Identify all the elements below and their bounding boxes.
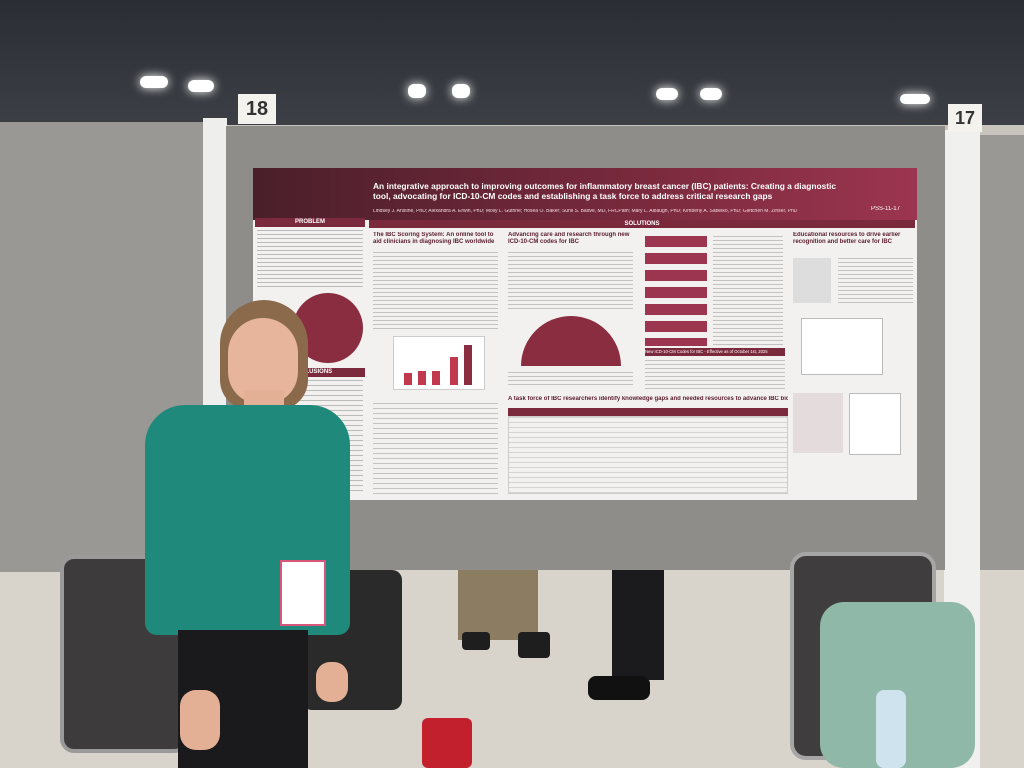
section-heading: PROBLEM [255, 218, 365, 227]
section-heading: New ICD-10-CM Codes for IBC - Effective … [645, 348, 785, 356]
person-legs [612, 570, 664, 680]
poster-authors: Lindsey J. Anstine, PhD; Alexandra A. Er… [373, 209, 798, 214]
section-heading: Educational resources to drive earlier r… [793, 232, 901, 245]
hand [316, 662, 348, 702]
light [656, 88, 678, 100]
thumbnail [801, 318, 883, 375]
light [140, 76, 168, 88]
poster: An integrative approach to improving out… [253, 168, 917, 500]
hand [180, 690, 220, 750]
text-block [508, 252, 633, 312]
thumbnail [793, 258, 831, 303]
table-header [508, 408, 788, 416]
text-block [838, 258, 913, 303]
shoe [518, 632, 550, 658]
thumbnail [793, 393, 843, 453]
bag [422, 718, 472, 768]
text-block [713, 236, 783, 346]
poster-header [253, 168, 917, 220]
section-heading: The IBC Scoring System: An online tool t… [373, 232, 495, 245]
side-board [975, 135, 1024, 570]
diagram [521, 316, 621, 366]
text-block [508, 372, 633, 388]
booth-number: 18 [238, 94, 276, 124]
section-heading: CONCLUSIONS [255, 368, 365, 377]
light [700, 88, 722, 100]
shoe [588, 676, 650, 700]
booth-number: 17 [948, 104, 982, 132]
chart-figure [393, 336, 485, 390]
ceiling [0, 0, 1024, 125]
text-block [257, 230, 363, 290]
light [452, 84, 470, 98]
light [188, 80, 214, 92]
bottle [876, 690, 906, 768]
text-block [645, 360, 785, 390]
timeline [645, 236, 707, 346]
poster-code: PSS-11-17 [871, 206, 900, 212]
section-heading: Advancing care and research through new … [508, 232, 630, 245]
section-heading: SOLUTIONS [369, 220, 915, 228]
text-block [373, 403, 498, 495]
thumbnail [849, 393, 901, 455]
section-heading: A task force of IBC researchers identify… [508, 396, 788, 402]
light [900, 94, 930, 104]
person-legs [458, 570, 538, 640]
poster-title: An integrative approach to improving out… [373, 182, 837, 201]
shoe [462, 632, 490, 650]
table [508, 416, 788, 494]
text-block [373, 252, 498, 332]
face [228, 318, 298, 404]
light [408, 84, 426, 98]
badge [280, 560, 326, 626]
